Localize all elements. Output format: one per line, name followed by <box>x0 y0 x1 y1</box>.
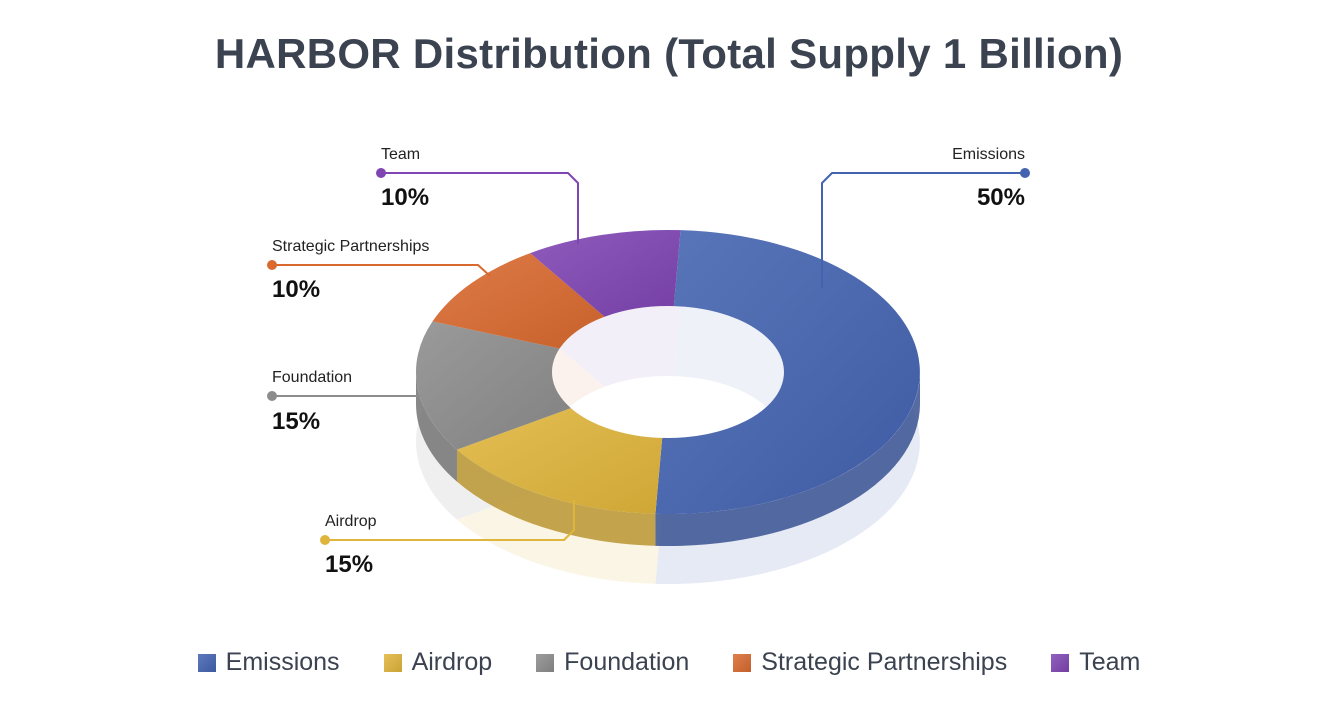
legend-label-team: Team <box>1079 648 1141 676</box>
callout-foundation: Foundation 15% <box>267 369 420 435</box>
legend-label-strategic-partnerships: Strategic Partnerships <box>761 648 1008 676</box>
callout-line-emissions <box>821 172 1025 288</box>
legend-item-strategic-partnerships: Strategic Partnerships <box>733 648 1007 677</box>
callout-label-foundation: Foundation <box>272 369 352 386</box>
callout-value-airdrop: 15% <box>325 551 373 578</box>
legend-label-emissions: Emissions <box>225 648 340 676</box>
callout-value-team: 10% <box>381 184 429 211</box>
legend-swatch-strategic-partnerships <box>733 653 752 672</box>
callout-team: Team 10% <box>376 146 579 244</box>
slice-side-emissions <box>655 372 921 546</box>
callout-value-foundation: 15% <box>272 408 320 435</box>
callout-value-strategic-partnerships: 10% <box>272 276 320 303</box>
legend-swatch-foundation <box>536 653 555 672</box>
slice-emissions[interactable] <box>655 230 920 514</box>
callout-value-emissions: 50% <box>977 184 1025 211</box>
callout-line-team <box>381 172 579 244</box>
legend-item-team: Team <box>1051 648 1140 677</box>
callout-emissions: Emissions 50% <box>821 146 1030 288</box>
callout-dot-team <box>376 168 386 178</box>
legend-item-emissions: Emissions <box>197 648 340 677</box>
legend: Emissions Airdrop Foundation Strategic Part… <box>0 648 1338 677</box>
callout-strategic-partnerships: Strategic Partnerships 10% <box>267 238 491 303</box>
callout-label-team: Team <box>381 146 420 163</box>
callout-label-airdrop: Airdrop <box>325 513 377 530</box>
legend-swatch-team <box>1051 653 1070 672</box>
callout-dot-foundation <box>267 391 277 401</box>
callout-airdrop: Airdrop 15% <box>320 500 575 578</box>
legend-label-foundation: Foundation <box>564 648 690 676</box>
donut-hole <box>552 306 784 438</box>
chart-side <box>416 372 921 546</box>
legend-swatch-airdrop <box>383 653 402 672</box>
slice-side-airdrop <box>456 449 656 546</box>
slice-airdrop[interactable] <box>456 408 663 514</box>
callout-line-airdrop <box>325 500 575 541</box>
callout-dot-emissions <box>1020 168 1030 178</box>
slice-team[interactable] <box>530 230 681 317</box>
callout-line-strategic-partnerships <box>272 264 491 277</box>
slice-strategic-partnerships[interactable] <box>432 253 605 349</box>
legend-label-airdrop: Airdrop <box>411 648 493 676</box>
legend-swatch-emissions <box>197 653 216 672</box>
chart-top <box>415 230 920 514</box>
callout-dot-airdrop <box>320 535 330 545</box>
chart-callouts: Emissions 50% Airdrop 15% Foundation 15% Strat… <box>267 146 1030 578</box>
slice-side-foundation <box>416 372 457 482</box>
legend-item-airdrop: Airdrop <box>383 648 493 677</box>
callout-label-emissions: Emissions <box>952 146 1025 163</box>
slice-foundation[interactable] <box>415 321 571 450</box>
legend-item-foundation: Foundation <box>536 648 689 677</box>
chart-title: HARBOR Distribution (Total Supply 1 Bill… <box>214 30 1124 77</box>
callout-label-strategic-partnerships: Strategic Partnerships <box>272 238 429 255</box>
callout-dot-strategic-partnerships <box>267 260 277 270</box>
